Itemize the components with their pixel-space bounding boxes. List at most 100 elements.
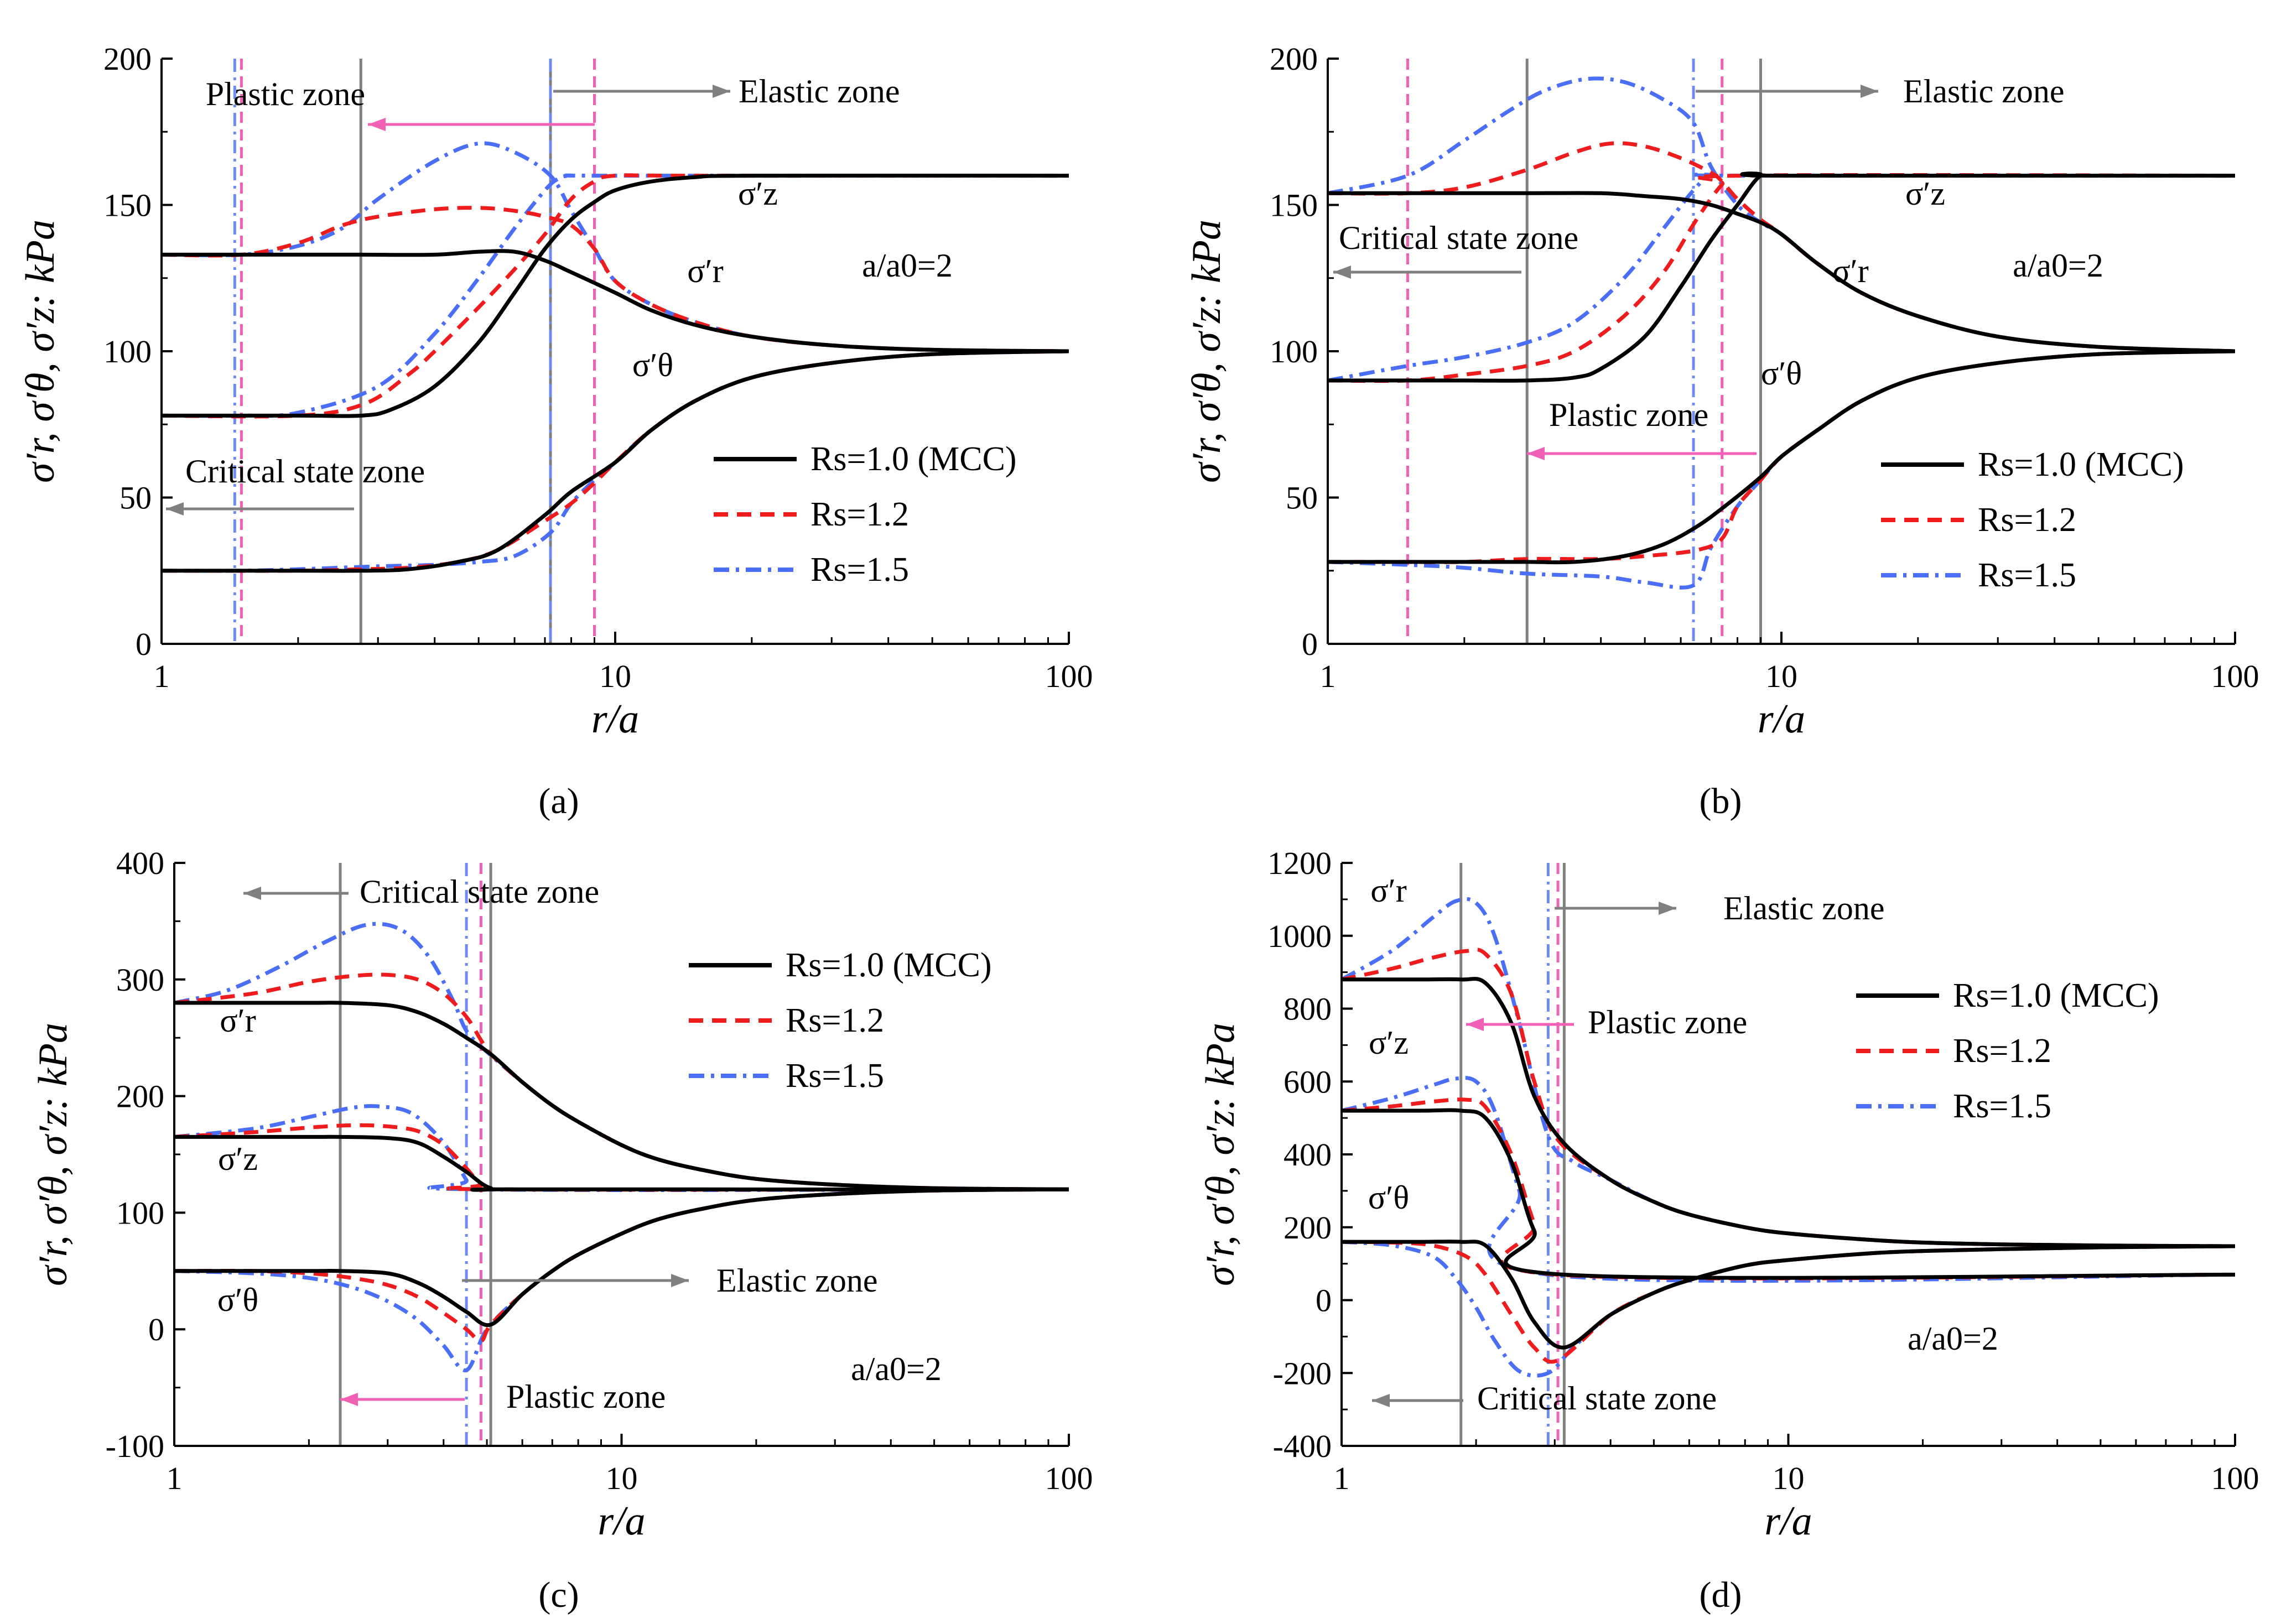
plastic-zone-label: Plastic zone: [1588, 1004, 1747, 1040]
panel-3: -100 0 100 200 300 400 1 10 100 r/a σ′r, σ′θ, σ′z:…: [30, 845, 1093, 1615]
series-line: [1342, 1108, 2235, 1280]
plastic-zone-label: Plastic zone: [1549, 397, 1708, 433]
legend-entry: Rs=1.5: [1953, 1087, 2051, 1125]
legend: Rs=1.0 (MCC) Rs=1.2 Rs=1.5: [1856, 977, 2159, 1125]
y-tick-label: -100: [106, 1428, 164, 1464]
x-tick-label: 100: [1045, 658, 1093, 694]
y-tick-label: 0: [1302, 626, 1318, 662]
y-tick-label: 400: [1284, 1137, 1332, 1173]
panel-4: -400 -200 0 200 400 600 800 1000 1200 1 10 100 r/a σ′…: [1198, 845, 2259, 1615]
elastic-zone-arrow-head: [1861, 85, 1878, 98]
y-tick-label: -400: [1273, 1428, 1332, 1464]
series-line: [162, 206, 1069, 353]
legend-entry: Rs=1.0 (MCC): [810, 440, 1017, 478]
legend-entry: Rs=1.5: [1978, 556, 2076, 594]
plastic-zone-label: Plastic zone: [206, 76, 365, 112]
legend-entry: Rs=1.0 (MCC): [1953, 977, 2159, 1014]
stress-curve-label: σ′θ: [1368, 1179, 1409, 1216]
series-line: [174, 1134, 1069, 1192]
plastic-zone-arrow-head: [1527, 447, 1545, 460]
elastic-zone-arrow-head: [713, 85, 730, 98]
elastic-zone-arrow-head: [671, 1274, 689, 1287]
elastic-zone-label: Elastic zone: [739, 73, 900, 110]
ratio-annotation: a/a0=2: [1908, 1320, 1998, 1357]
y-tick-label: 200: [1284, 1210, 1332, 1246]
y-tick-label: 150: [103, 188, 152, 223]
legend-entry: Rs=1.2: [786, 1002, 884, 1039]
x-tick-label: 100: [2211, 1460, 2259, 1496]
series-line: [1328, 191, 2235, 353]
elastic-zone-arrow-head: [1659, 902, 1676, 915]
stress-curve-label: σ′θ: [1761, 355, 1802, 392]
x-tick-label: 100: [2211, 658, 2259, 694]
y-axis-label: σ′r, σ′θ, σ′z: kPa: [1184, 220, 1229, 483]
x-axis-label: r/a: [1764, 1498, 1812, 1544]
y-axis-label: σ′r, σ′θ, σ′z: kPa: [30, 1023, 76, 1286]
y-tick-label: 50: [119, 480, 152, 516]
y-tick-label: 200: [116, 1079, 164, 1115]
y-tick-label: 300: [116, 962, 164, 998]
plastic-zone-arrow-head: [340, 1393, 358, 1406]
y-tick-label: 50: [1286, 480, 1318, 516]
y-tick-label: 200: [103, 41, 152, 77]
stress-curve-label: σ′z: [738, 175, 778, 212]
series-line: [162, 349, 1069, 573]
legend-entry: Rs=1.0 (MCC): [786, 946, 992, 984]
y-tick-label: 1000: [1267, 918, 1332, 954]
y-tick-label: 200: [1270, 41, 1318, 77]
legend-entry: Rs=1.2: [810, 496, 909, 533]
y-tick-label: 0: [136, 626, 152, 662]
legend-entry: Rs=1.2: [1978, 501, 2076, 539]
y-tick-label: 100: [116, 1195, 164, 1231]
y-axis-label: σ′r, σ′θ, σ′z: kPa: [18, 220, 63, 483]
y-tick-label: 100: [103, 334, 152, 369]
y-tick-label: 800: [1284, 991, 1332, 1027]
elastic-zone-label: Elastic zone: [1903, 73, 2065, 110]
x-tick-label: 10: [1765, 658, 1797, 694]
critical-zone-label: Critical state zone: [185, 453, 425, 490]
x-tick-label: 1: [1334, 1460, 1350, 1496]
y-tick-label: 600: [1284, 1064, 1332, 1100]
x-axis-label: r/a: [1758, 696, 1805, 742]
stress-curve-label: σ′r: [220, 1002, 256, 1039]
legend-entry: Rs=1.2: [1953, 1032, 2051, 1070]
stress-curve-label: σ′r: [1370, 872, 1406, 909]
y-tick-label: 400: [116, 845, 164, 881]
series-line: [162, 173, 1069, 418]
y-tick-label: 1200: [1267, 845, 1332, 881]
critical-zone-label: Critical state zone: [1339, 220, 1578, 256]
critical-zone-arrow-head: [1372, 1394, 1390, 1407]
series-line: [1342, 1240, 2235, 1350]
y-tick-label: -200: [1273, 1355, 1332, 1391]
x-tick-label: 10: [599, 658, 631, 694]
y-tick-label: 0: [148, 1311, 164, 1347]
x-tick-label: 10: [1773, 1460, 1805, 1496]
ratio-annotation: a/a0=2: [851, 1351, 942, 1387]
ratio-annotation: a/a0=2: [862, 247, 953, 284]
stress-curve-label: σ′z: [1369, 1024, 1409, 1061]
legend: Rs=1.0 (MCC) Rs=1.2 Rs=1.5: [1881, 446, 2184, 594]
y-tick-label: 0: [1316, 1283, 1332, 1319]
ratio-annotation: a/a0=2: [2013, 247, 2103, 284]
x-tick-label: 10: [606, 1460, 638, 1496]
x-tick-label: 1: [154, 658, 170, 694]
series-line: [174, 1123, 1069, 1192]
series-line: [1328, 349, 2235, 590]
x-axis-label: r/a: [591, 696, 639, 742]
critical-zone-arrow-head: [1333, 266, 1351, 279]
series-line: [162, 173, 1069, 418]
x-tick-label: 1: [167, 1460, 183, 1496]
plastic-zone-label: Plastic zone: [506, 1378, 666, 1415]
y-axis-label: σ′r, σ′θ, σ′z: kPa: [1198, 1023, 1243, 1286]
stress-curve-label: σ′z: [1905, 175, 1945, 212]
stress-curve-label: σ′r: [1832, 253, 1868, 289]
panel-label: (c): [538, 1575, 579, 1615]
x-axis-label: r/a: [597, 1498, 645, 1544]
panel-1: 0 50 100 150 200 1 10 100 r/a σ′r, σ′θ, σ′z: kPa (…: [18, 41, 1093, 821]
critical-zone-arrow-head: [243, 887, 261, 900]
stress-curve-label: σ′θ: [632, 347, 673, 383]
critical-zone-label: Critical state zone: [1477, 1380, 1717, 1417]
panel-label: (d): [1700, 1575, 1742, 1615]
elastic-zone-label: Elastic zone: [716, 1262, 878, 1299]
series-line: [162, 249, 1069, 353]
